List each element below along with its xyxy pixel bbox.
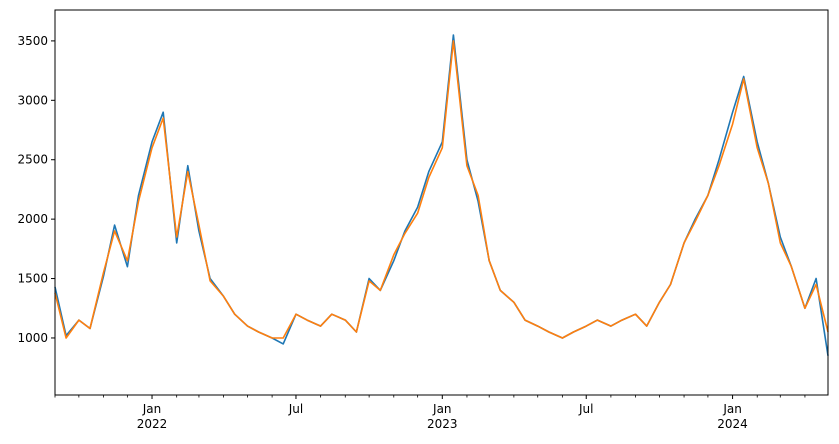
plot-frame xyxy=(54,9,829,396)
x-tick-year-label: 2024 xyxy=(717,417,748,431)
series-1-line xyxy=(54,34,829,356)
x-tick-label: Jan xyxy=(142,402,162,416)
y-tick-label: 1000 xyxy=(17,331,48,345)
x-tick-year-label: 2022 xyxy=(137,417,168,431)
x-tick-label: Jul xyxy=(288,402,303,416)
x-tick-label: Jul xyxy=(578,402,593,416)
x-tick-year-label: 2023 xyxy=(427,417,458,431)
y-tick-label: 2500 xyxy=(17,153,48,167)
y-tick-label: 3000 xyxy=(17,93,48,107)
x-tick-label: Jan xyxy=(722,402,742,416)
y-tick-label: 2000 xyxy=(17,212,48,226)
y-tick-label: 3500 xyxy=(17,34,48,48)
y-tick-label: 1500 xyxy=(17,272,48,286)
series-layer xyxy=(54,34,829,356)
x-tick-label: Jan xyxy=(432,402,452,416)
series-2-line xyxy=(54,40,829,339)
